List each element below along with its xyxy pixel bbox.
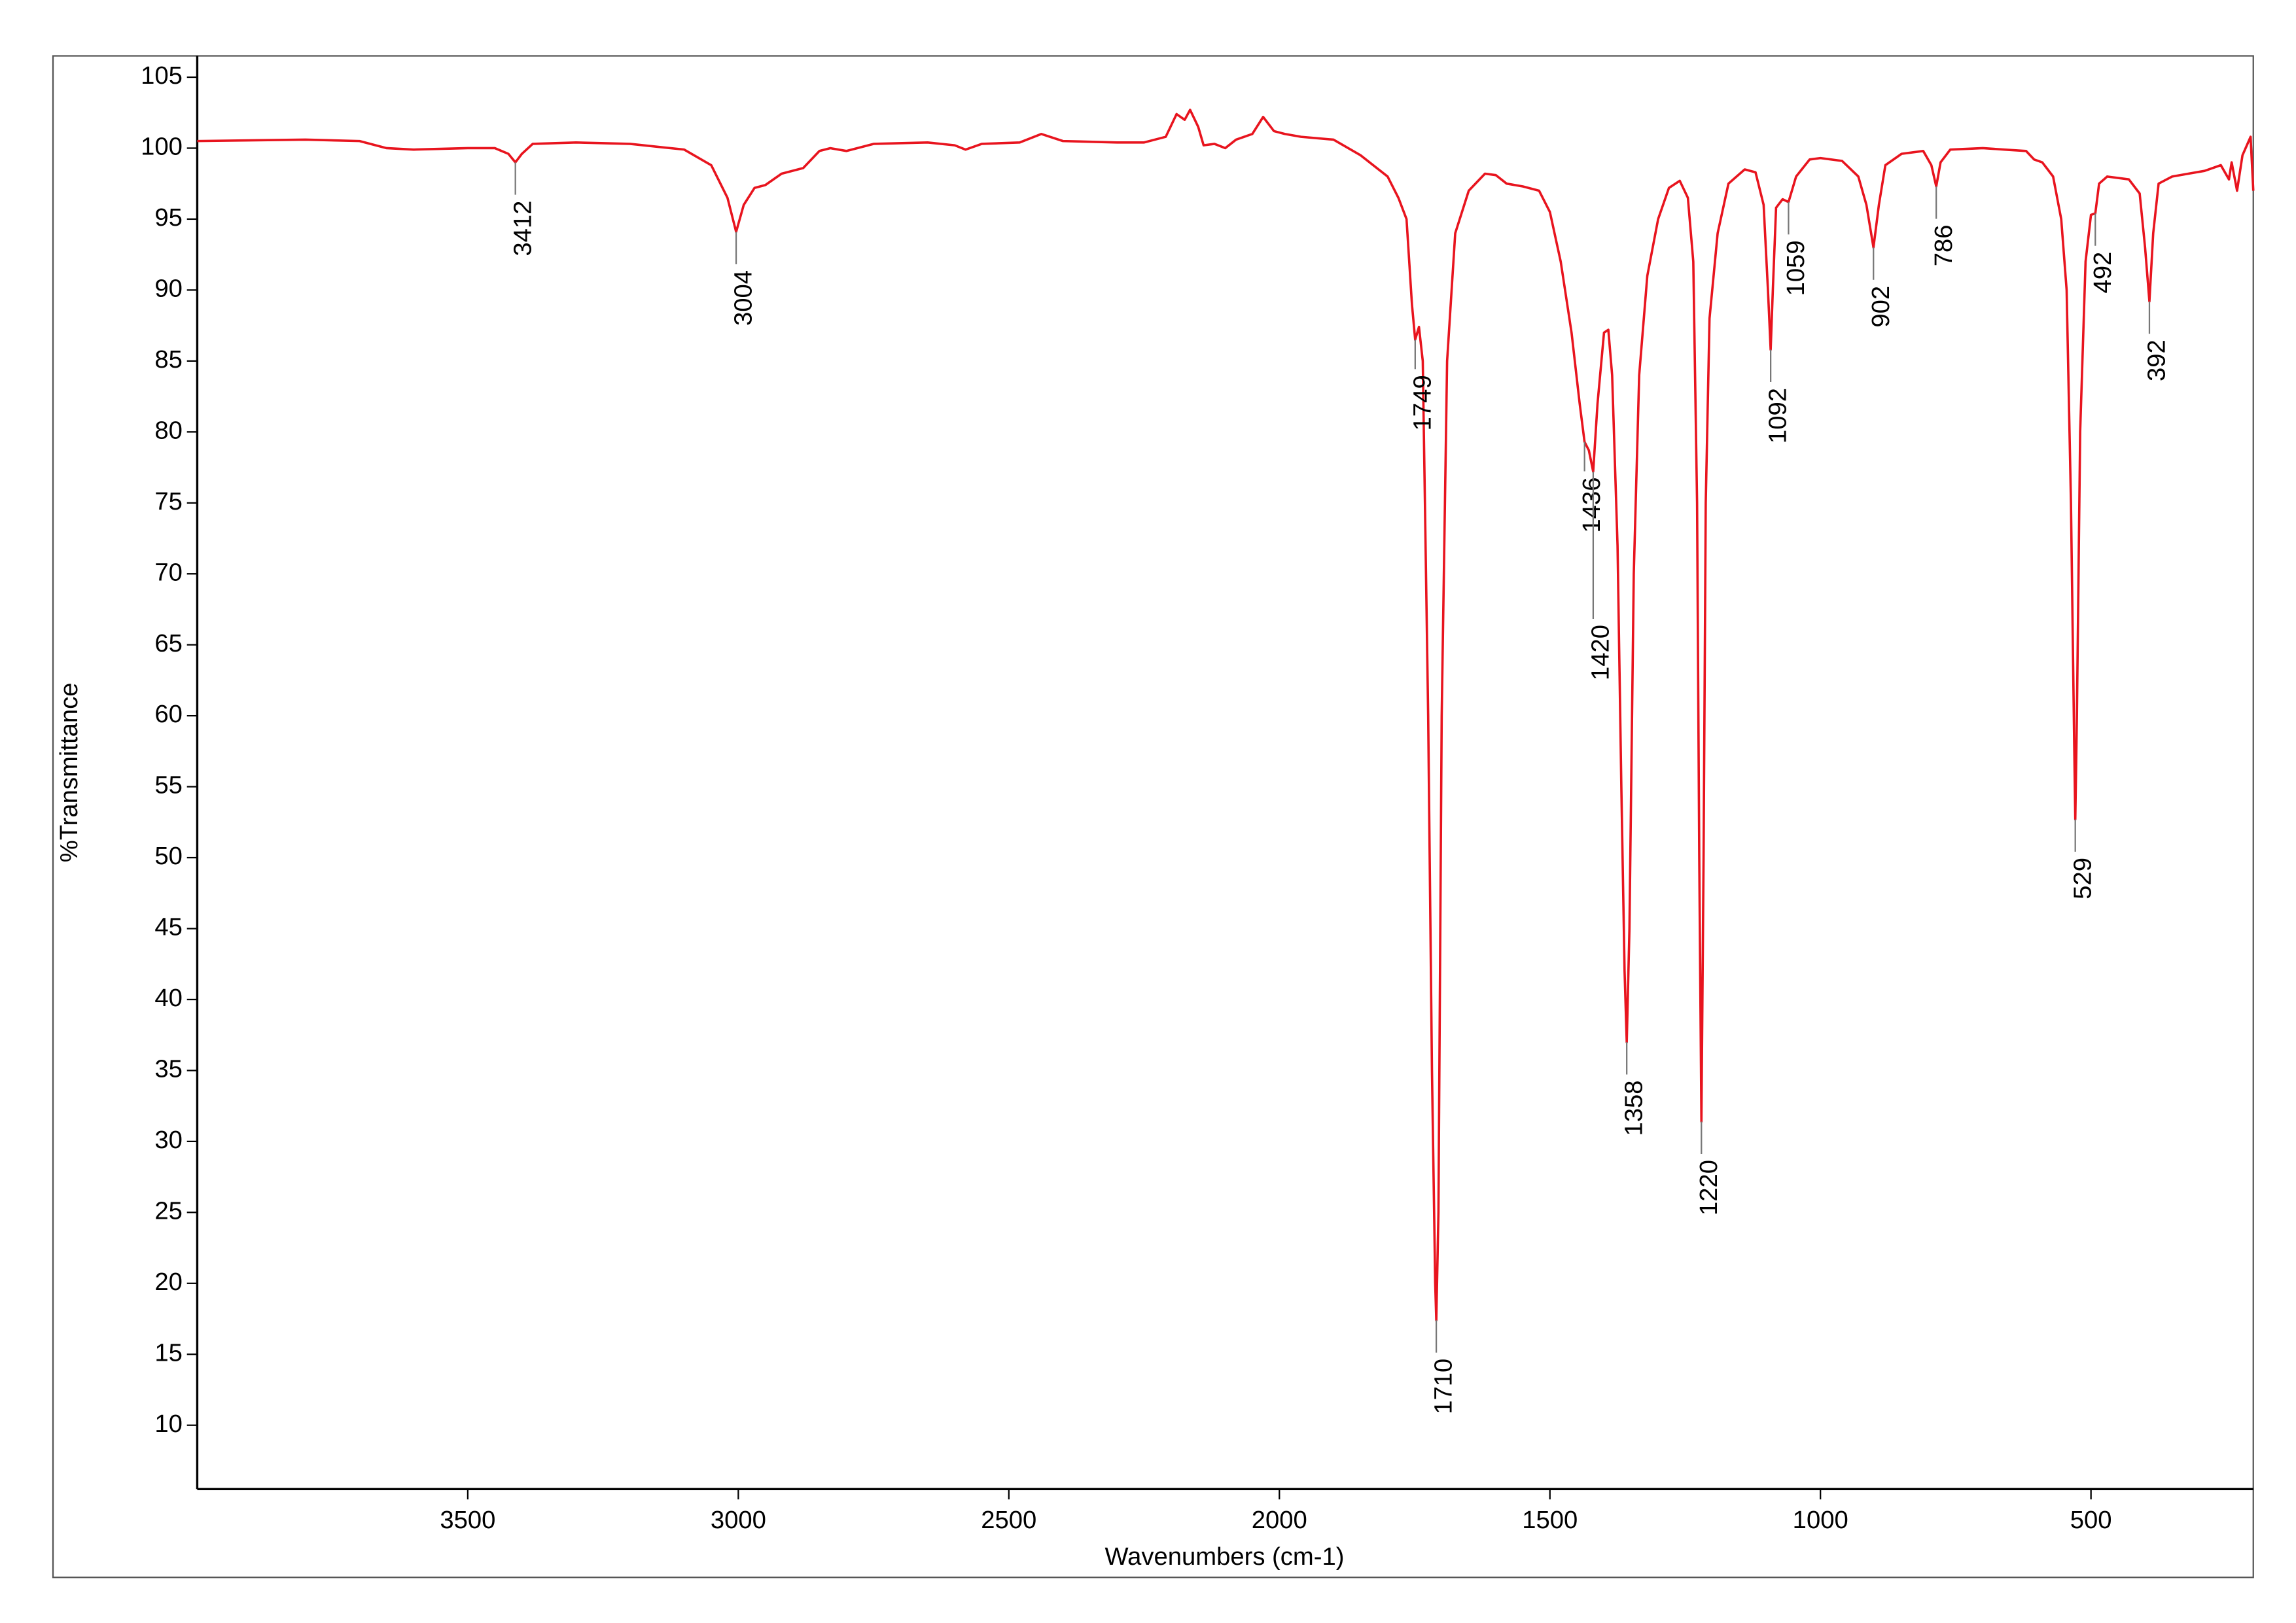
x-tick-label: 3000: [711, 1506, 766, 1534]
peak-label: 1436: [1578, 477, 1606, 532]
y-tick-label: 80: [154, 416, 183, 444]
y-tick-label: 105: [141, 61, 183, 90]
x-tick-label: 1000: [1793, 1506, 1848, 1534]
peak-label: 3412: [508, 201, 537, 256]
x-axis-label: Wavenumbers (cm-1): [1104, 1543, 1344, 1571]
y-tick-label: 30: [154, 1126, 183, 1154]
x-tick-label: 2000: [1252, 1506, 1307, 1534]
y-tick-label: 45: [154, 913, 183, 941]
x-tick-label: 2500: [981, 1506, 1036, 1534]
y-tick-label: 70: [154, 558, 183, 586]
peak-label: 1710: [1430, 1359, 1458, 1414]
x-tick-label: 3500: [440, 1506, 495, 1534]
y-tick-label: 75: [154, 487, 183, 515]
peak-label: 492: [2089, 252, 2117, 294]
y-tick-label: 60: [154, 700, 183, 728]
y-axis-label: %Transmittance: [55, 683, 83, 863]
peak-label: 1749: [1408, 375, 1436, 430]
peak-label: 786: [1930, 225, 1958, 267]
y-tick-label: 15: [154, 1338, 183, 1367]
y-tick-label: 65: [154, 629, 183, 657]
peak-label: 1358: [1620, 1081, 1648, 1136]
y-tick-label: 95: [154, 203, 183, 232]
y-tick-label: 25: [154, 1196, 183, 1225]
y-tick-label: 100: [141, 133, 183, 161]
y-tick-label: 35: [154, 1055, 183, 1083]
y-tick-label: 55: [154, 771, 183, 799]
spectrum-line: [197, 109, 2255, 1321]
y-tick-label: 90: [154, 274, 183, 302]
peak-label: 1059: [1782, 240, 1810, 296]
y-tick-label: 10: [154, 1410, 183, 1438]
y-tick-label: 85: [154, 345, 183, 374]
peak-label: 902: [1867, 286, 1895, 328]
y-tick-label: 20: [154, 1268, 183, 1296]
peak-label: 529: [2068, 858, 2096, 899]
peak-label: 1220: [1695, 1160, 1723, 1215]
x-tick-label: 500: [2070, 1506, 2112, 1534]
peak-label: 3004: [730, 270, 758, 326]
x-tick-label: 1500: [1522, 1506, 1578, 1534]
peak-label: 392: [2143, 340, 2171, 381]
frame: [52, 55, 2254, 1579]
y-tick-label: 40: [154, 984, 183, 1012]
y-tick-label: 50: [154, 842, 183, 870]
peak-label: 1420: [1586, 625, 1614, 680]
peak-label: 1092: [1764, 388, 1792, 444]
